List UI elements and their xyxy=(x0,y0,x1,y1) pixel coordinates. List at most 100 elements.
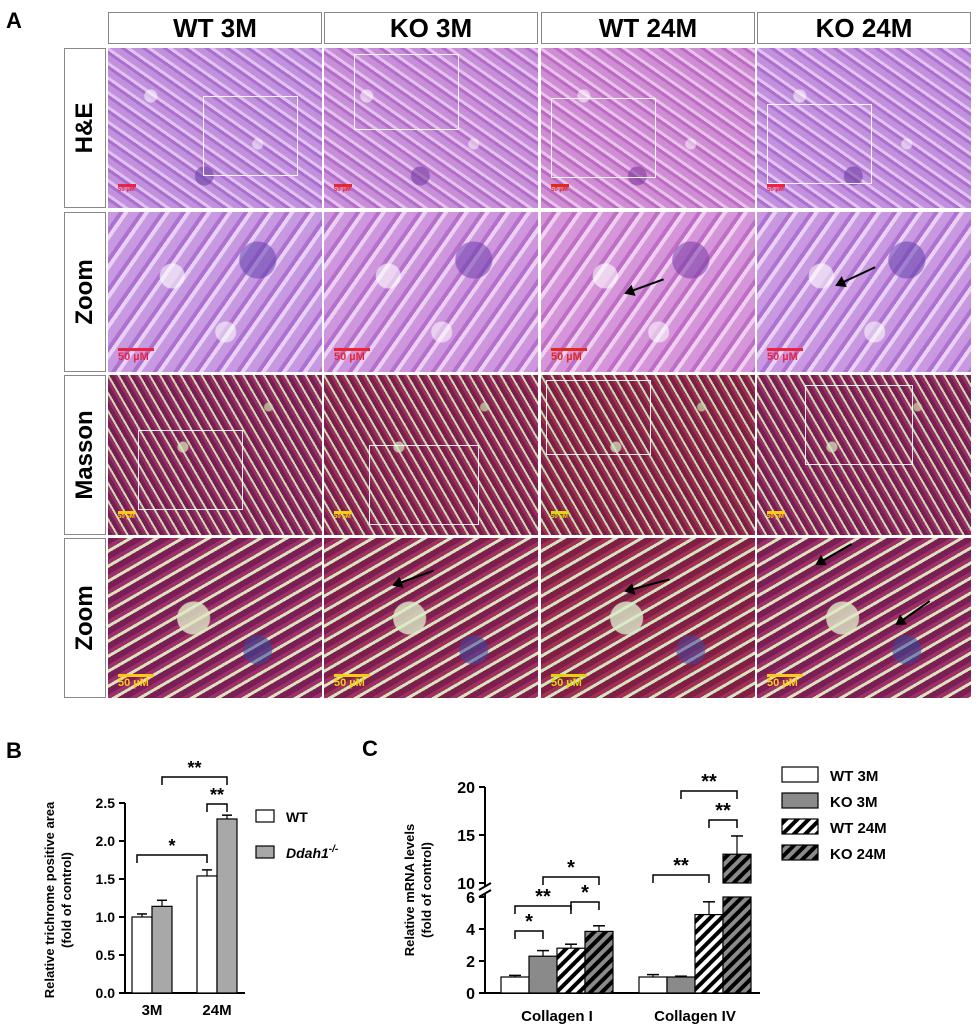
significance-bracket-wt xyxy=(136,854,208,863)
zoom-region-box xyxy=(551,98,656,178)
panel-b-chart: Relative trichrome positive area (fold of… xyxy=(42,758,339,1019)
zoom-region-box xyxy=(354,54,459,130)
scale-bar-label: 50 µM xyxy=(767,187,784,193)
sig-collagen4-wt3m-wt24m-label: ** xyxy=(673,855,689,877)
scale-bar-label: 50 µM xyxy=(334,187,351,193)
scale-bar: 50 µM xyxy=(767,674,803,689)
scale-bar: 50 µM xyxy=(551,674,587,689)
y-tick-label: 0.5 xyxy=(96,947,116,963)
row-header-2: Masson xyxy=(64,375,106,535)
x-tick-label: Collagen IV xyxy=(654,1008,736,1025)
scale-bar: 50 µM xyxy=(118,348,154,363)
scale-bar-label: 50 µM xyxy=(118,514,135,520)
bar-Collagen I-3 xyxy=(584,930,614,994)
micrograph-ms-3: 50 µM xyxy=(757,375,971,535)
sig-collagen1-wt3m-wt24m-label: ** xyxy=(535,886,551,908)
bar-Collagen IV-0 xyxy=(638,976,668,994)
y-tick-label: 2.5 xyxy=(96,795,116,811)
micrograph-he-3: 50 µM xyxy=(757,48,971,208)
panel-b-letter: B xyxy=(6,738,22,763)
sig-collagen4-wt24m-ko24m xyxy=(708,819,738,828)
scale-bar: 50 µM xyxy=(334,348,370,363)
y-axis-label-line-2: (fold of control) xyxy=(419,842,434,938)
micrograph-ms-2: 50 µM xyxy=(541,375,755,535)
scale-bar: 50 µM xyxy=(551,348,587,363)
sig-collagen1-wt24m-ko24m-label: * xyxy=(581,882,589,904)
scale-bar-label: 50 µM xyxy=(118,677,149,689)
pointer-arrow-icon xyxy=(625,578,670,592)
micrograph-hez-1: 50 µM xyxy=(324,212,538,372)
panel-c-letter: C xyxy=(362,736,378,761)
scale-bar-label: 50 µM xyxy=(551,187,568,193)
micrograph-msz-2: 50 µM xyxy=(541,538,755,698)
y-tick-label: 10 xyxy=(457,876,475,893)
scale-bar-label: 50 µM xyxy=(767,351,798,363)
scale-bar: 50 µM xyxy=(118,511,136,520)
micrograph-hez-3: 50 µM xyxy=(757,212,971,372)
micrograph-he-0: 50 µM xyxy=(108,48,322,208)
legend-swatch-0 xyxy=(781,766,819,783)
scale-bar: 50 µM xyxy=(767,348,803,363)
legend-label-1: Ddah1-/- xyxy=(286,844,339,861)
significance-bracket-3m-vs-24m-label: ** xyxy=(187,758,201,778)
scale-bar-label: 50 µM xyxy=(334,677,365,689)
scale-bar: 50 µM xyxy=(334,511,352,520)
column-header-1: KO 3M xyxy=(324,12,538,44)
scale-bar: 50 µM xyxy=(767,511,785,520)
sig-collagen4-wt24m-ko24m-label: ** xyxy=(715,800,731,822)
scale-bar-label: 50 µM xyxy=(551,351,582,363)
bar-24M-0 xyxy=(196,875,218,994)
row-header-label: H&E xyxy=(71,102,98,154)
legend-label-2: WT 24M xyxy=(830,820,887,837)
row-header-3: Zoom xyxy=(64,538,106,698)
scale-bar-label: 50 µM xyxy=(118,187,135,193)
bar-3M-1 xyxy=(151,905,173,994)
legend-label-0: WT xyxy=(286,809,308,825)
micrograph-msz-3: 50 µM xyxy=(757,538,971,698)
y-tick-label: 1.0 xyxy=(96,909,116,925)
bar-Collagen I-2 xyxy=(556,947,586,994)
y-tick-label: 1.5 xyxy=(96,871,116,887)
zoom-region-box xyxy=(203,96,298,176)
micrograph-ms-0: 50 µM xyxy=(108,375,322,535)
scale-bar: 50 µM xyxy=(334,184,352,193)
y-tick-label: 15 xyxy=(457,828,475,845)
row-header-label: Zoom xyxy=(71,259,98,325)
panel-a-letter: A xyxy=(6,8,22,33)
y-tick-label: 2.0 xyxy=(96,833,116,849)
bar-Collagen I-0 xyxy=(500,976,530,994)
scale-bar: 50 µM xyxy=(551,511,569,520)
bar-24M-1 xyxy=(216,818,238,994)
micrograph-hez-0: 50 µM xyxy=(108,212,322,372)
significance-bracket-wt-label: * xyxy=(168,836,175,856)
pointer-arrow-icon xyxy=(896,600,931,625)
legend-swatch-1 xyxy=(781,792,819,809)
legend-swatch-1 xyxy=(255,845,275,859)
y-tick-label: 2 xyxy=(466,954,475,971)
row-header-1: Zoom xyxy=(64,212,106,372)
axis-break-mark xyxy=(478,889,492,898)
zoom-region-box xyxy=(767,104,872,184)
scale-bar-label: 50 µM xyxy=(118,351,149,363)
axis-break-mark xyxy=(478,882,492,891)
legend-label-1: KO 3M xyxy=(830,794,878,811)
legend-label-3: KO 24M xyxy=(830,846,886,863)
x-tick-label: Collagen I xyxy=(521,1008,593,1025)
y-tick-label: 4 xyxy=(466,922,475,939)
scale-bar-label: 50 µM xyxy=(551,677,582,689)
scale-bar-label: 50 µM xyxy=(767,677,798,689)
scale-bar-label: 50 µM xyxy=(334,351,365,363)
legend-label-0: WT 3M xyxy=(830,768,878,785)
legend-swatch-2 xyxy=(781,818,819,835)
significance-bracket-24m-label: ** xyxy=(210,785,224,805)
bar-Collagen IV-3-lower xyxy=(722,896,752,994)
micrograph-msz-1: 50 µM xyxy=(324,538,538,698)
bar-Collagen IV-3-upper xyxy=(722,853,752,884)
micrograph-he-1: 50 µM xyxy=(324,48,538,208)
micrograph-msz-0: 50 µM xyxy=(108,538,322,698)
pointer-arrow-icon xyxy=(836,266,876,286)
legend-swatch-3 xyxy=(781,844,819,861)
row-header-label: Masson xyxy=(71,410,98,500)
legend-superscript: -/- xyxy=(329,844,339,855)
scale-bar: 50 µM xyxy=(334,674,370,689)
